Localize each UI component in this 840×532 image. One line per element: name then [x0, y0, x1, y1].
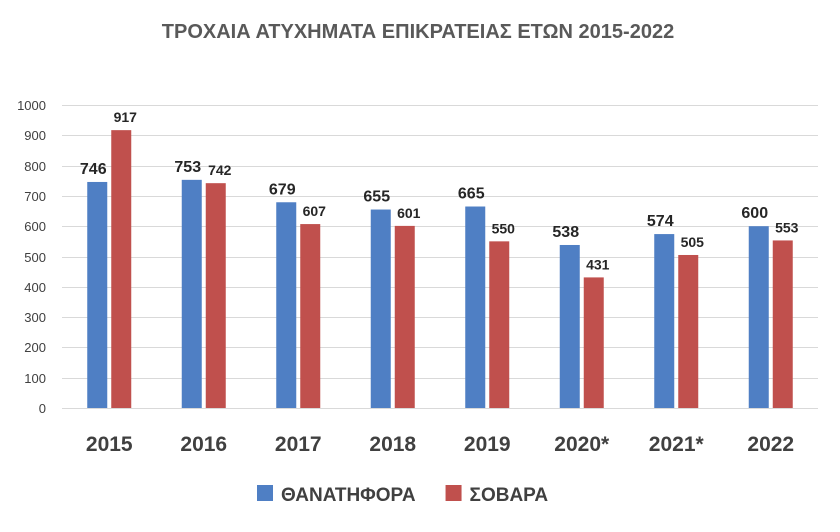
chart-title: ΤΡΟΧΑΙΑ ΑΤΥΧΗΜΑΤΑ ΕΠΙΚΡΑΤΕΙΑΣ ΕΤΩΝ 2015-…: [162, 21, 674, 43]
data-label-fatal: 600: [741, 205, 768, 222]
x-tick-label: 2020*: [554, 433, 610, 456]
bar-fatal-2020*: [559, 244, 580, 408]
legend-label-serious: ΣΟΒΑΡΑ: [470, 485, 549, 506]
y-tick-label: 1000: [17, 98, 46, 113]
bar-fatal-2015: [87, 181, 108, 408]
data-label-serious: 917: [114, 109, 138, 125]
bar-fatal-2022: [748, 226, 769, 408]
data-label-serious: 431: [586, 256, 610, 272]
y-tick-label: 800: [24, 159, 46, 174]
bar-fatal-2016: [181, 179, 202, 408]
legend: ΘΑΝΑΤΗΦΟΡΑ ΣΟΒΑΡΑ: [257, 485, 548, 506]
x-tick-label: 2018: [369, 433, 416, 456]
legend-swatch-fatal: [257, 485, 273, 501]
data-label-fatal: 538: [552, 224, 579, 241]
x-axis-ticks: 2015 2016 2017 2018 2019 2020* 2021* 2022: [86, 433, 794, 456]
y-tick-label: 200: [24, 340, 46, 355]
y-axis-ticks: 0 100 200 300 400 500 600 700 800 900 1000: [17, 98, 46, 416]
y-tick-label: 900: [24, 128, 46, 143]
data-label-serious: 553: [775, 219, 799, 235]
data-label-serious: 607: [303, 203, 327, 219]
bar-serious-2017: [300, 224, 321, 408]
bar-fatal-2019: [465, 206, 486, 408]
bar-serious-2015: [111, 130, 132, 409]
bar-serious-2016: [205, 183, 226, 408]
y-tick-label: 0: [39, 401, 46, 416]
data-label-fatal: 574: [647, 213, 674, 230]
bar-fatal-2021*: [654, 234, 675, 408]
x-tick-label: 2016: [180, 433, 227, 456]
legend-swatch-serious: [445, 485, 462, 501]
y-tick-label: 500: [24, 250, 46, 265]
data-label-fatal: 655: [363, 189, 390, 206]
data-label-serious: 550: [492, 220, 516, 236]
y-tick-label: 700: [24, 189, 46, 204]
bar-serious-2019: [489, 241, 510, 408]
data-labels: 746 917 753 742 679 607 655 601 665 550 538 431 574 5…: [80, 109, 799, 272]
y-tick-label: 100: [24, 371, 46, 386]
y-tick-label: 300: [24, 310, 46, 325]
data-label-fatal: 679: [269, 181, 296, 198]
bar-fatal-2017: [276, 202, 297, 408]
data-label-serious: 742: [208, 162, 232, 178]
data-label-fatal: 665: [458, 186, 485, 203]
bar-serious-2020*: [583, 277, 604, 408]
data-label-fatal: 753: [174, 159, 201, 176]
x-tick-label: 2022: [747, 433, 794, 456]
y-tick-label: 400: [24, 280, 46, 295]
bar-serious-2018: [394, 225, 415, 408]
x-tick-label: 2015: [86, 433, 133, 456]
bar-serious-2021*: [678, 254, 699, 408]
bars: [87, 130, 793, 409]
x-tick-label: 2021*: [649, 433, 705, 456]
bar-fatal-2018: [370, 209, 391, 408]
x-tick-label: 2017: [275, 433, 322, 456]
bar-serious-2022: [772, 240, 793, 408]
x-tick-label: 2019: [464, 433, 511, 456]
y-tick-label: 600: [24, 219, 46, 234]
legend-label-fatal: ΘΑΝΑΤΗΦΟΡΑ: [281, 485, 416, 506]
data-label-serious: 505: [681, 234, 705, 250]
data-label-fatal: 746: [80, 161, 107, 178]
data-label-serious: 601: [397, 205, 421, 221]
gridlines: [62, 105, 818, 409]
